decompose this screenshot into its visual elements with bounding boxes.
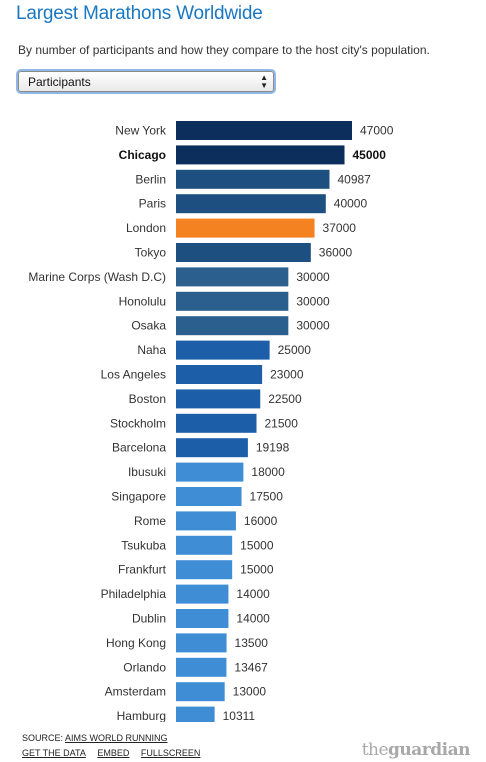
bar-london[interactable] [176, 218, 315, 238]
category-label-frankfurt: Frankfurt [118, 563, 167, 577]
bar-paris[interactable] [176, 194, 326, 214]
value-label-new-york: 47000 [360, 124, 394, 138]
value-label-berlin: 40987 [337, 172, 371, 186]
bar-los-angeles[interactable] [176, 365, 263, 384]
category-label-orlando: Orlando [123, 660, 166, 674]
category-label-honolulu: Honolulu [119, 294, 166, 308]
bar-stockholm[interactable] [176, 413, 257, 433]
category-label-amsterdam: Amsterdam [105, 685, 166, 699]
chart-title: Largest Marathons Worldwide [16, 3, 263, 24]
value-label-barcelona: 19198 [256, 441, 290, 455]
category-label-tsukuba: Tsukuba [121, 538, 166, 552]
bar-frankfurt[interactable] [176, 560, 233, 580]
category-label-london: London [126, 221, 166, 235]
metric-dropdown[interactable]: Participants ▲ ▼ [18, 71, 274, 92]
bar-ibusuki[interactable] [176, 462, 244, 482]
value-label-osaka: 30000 [296, 319, 330, 333]
dropdown-arrows-icon: ▲ ▼ [260, 73, 268, 90]
category-label-los-angeles: Los Angeles [101, 368, 166, 382]
footer-links: GET THE DATA EMBED FULLSCREEN [22, 748, 209, 758]
value-label-honolulu: 30000 [296, 294, 330, 308]
category-label-ibusuki: Ibusuki [128, 465, 166, 479]
guardian-logo: theguardian [361, 740, 471, 760]
source-line: SOURCE: AIMS WORLD RUNNING [22, 733, 168, 743]
bar-barcelona[interactable] [176, 438, 248, 458]
category-label-dublin: Dublin [132, 612, 166, 626]
value-label-paris: 40000 [334, 197, 368, 211]
value-label-boston: 22500 [268, 392, 302, 406]
value-label-london: 37000 [323, 221, 357, 235]
bar-chart: New York 47000 Chicago 45000 Berlin 40987 Pari… [28, 121, 394, 722]
bar-orlando[interactable] [176, 657, 227, 677]
category-label-stockholm: Stockholm [110, 416, 166, 430]
source-prefix: SOURCE: [22, 733, 66, 743]
bar-amsterdam[interactable] [176, 682, 225, 702]
metric-dropdown-value: Participants [28, 75, 91, 89]
category-label-berlin: Berlin [135, 172, 166, 186]
value-label-dublin: 14000 [236, 612, 270, 626]
bar-dublin[interactable] [176, 609, 229, 628]
value-label-hong-kong: 13500 [235, 636, 269, 650]
value-label-ibusuki: 18000 [251, 465, 285, 479]
bar-tokyo[interactable] [176, 243, 311, 262]
get-data-link[interactable]: GET THE DATA [22, 748, 86, 758]
category-label-rome: Rome [134, 514, 166, 528]
bar-berlin[interactable] [176, 169, 330, 189]
bar-hamburg[interactable] [176, 706, 215, 722]
bar-new-york[interactable] [176, 121, 352, 140]
category-label-naha: Naha [137, 343, 166, 357]
category-label-marine-corps-wash-d-c: Marine Corps (Wash D.C) [28, 270, 166, 284]
bar-honolulu[interactable] [176, 291, 289, 311]
chart-subtitle: By number of participants and how they c… [18, 43, 430, 57]
bar-philadelphia[interactable] [176, 584, 229, 604]
bar-hong-kong[interactable] [176, 633, 227, 653]
category-label-tokyo: Tokyo [135, 246, 167, 260]
source-link[interactable]: AIMS WORLD RUNNING [65, 733, 168, 743]
value-label-amsterdam: 13000 [233, 685, 267, 699]
value-label-tokyo: 36000 [319, 246, 353, 260]
value-label-tsukuba: 15000 [240, 538, 274, 552]
bar-boston[interactable] [176, 389, 261, 409]
category-label-hong-kong: Hong Kong [106, 636, 166, 650]
category-label-hamburg: Hamburg [117, 709, 166, 722]
fullscreen-link[interactable]: FULLSCREEN [140, 748, 201, 758]
category-label-singapore: Singapore [111, 490, 166, 504]
value-label-singapore: 17500 [250, 490, 284, 504]
category-label-philadelphia: Philadelphia [101, 587, 167, 601]
category-label-barcelona: Barcelona [112, 441, 166, 455]
value-label-los-angeles: 23000 [270, 368, 304, 382]
embed-link[interactable]: EMBED [97, 748, 130, 758]
bar-rome[interactable] [176, 511, 236, 531]
value-label-frankfurt: 15000 [240, 563, 274, 577]
category-label-boston: Boston [129, 392, 166, 406]
value-label-stockholm: 21500 [265, 416, 299, 430]
bar-osaka[interactable] [176, 316, 289, 336]
value-label-hamburg: 10311 [223, 709, 256, 722]
category-label-osaka: Osaka [131, 319, 166, 333]
value-label-chicago: 45000 [353, 148, 387, 162]
category-label-new-york: New York [115, 124, 167, 138]
bar-singapore[interactable] [176, 487, 242, 506]
bar-chicago[interactable] [176, 145, 345, 165]
category-label-chicago: Chicago [119, 148, 166, 162]
value-label-rome: 16000 [244, 514, 278, 528]
value-label-orlando: 13467 [234, 660, 268, 674]
bar-marine-corps-wash-d-c[interactable] [176, 267, 289, 287]
category-label-paris: Paris [139, 197, 166, 211]
value-label-naha: 25000 [278, 343, 312, 357]
value-label-philadelphia: 14000 [236, 587, 270, 601]
bar-tsukuba[interactable] [176, 535, 233, 555]
value-label-marine-corps-wash-d-c: 30000 [296, 270, 330, 284]
bar-naha[interactable] [176, 340, 270, 360]
